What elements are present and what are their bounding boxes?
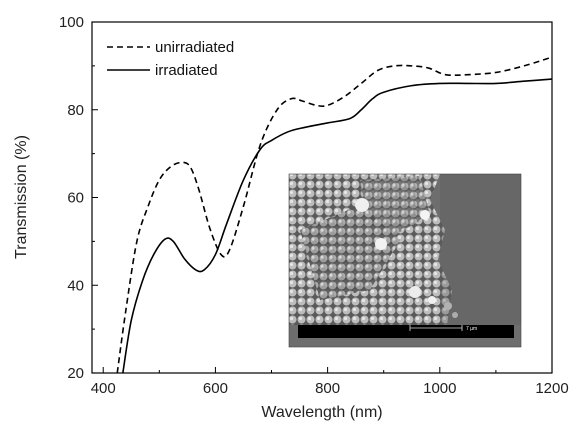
x-axis: 400 600 800 1000 1200 [91,367,569,397]
x-axis-title: Wavelength (nm) [261,404,382,421]
y-tick-label: 80 [67,102,84,119]
y-axis-title: Transmission (%) [13,135,30,259]
legend: unirradiated irradiated [107,39,234,79]
y-axis: 20 40 60 80 100 [59,14,98,382]
series-line-unirradiated [116,56,552,373]
x-tick-label: 400 [91,380,116,397]
x-tick-label: 600 [203,380,228,397]
x-tick-label: 1200 [535,380,568,397]
legend-label-irradiated: irradiated [155,62,218,79]
y-tick-label: 40 [67,277,84,294]
y-tick-label: 20 [67,365,84,382]
series-line-irradiated [122,78,552,373]
legend-label-unirradiated: unirradiated [155,39,234,56]
x-tick-label: 1000 [423,380,456,397]
scale-bar-label: 7 µm [466,326,477,332]
y-tick-label: 60 [67,190,84,207]
y-tick-label: 100 [59,14,84,31]
sem-inset-image: 7 µm [288,173,522,348]
x-tick-label: 800 [315,380,340,397]
